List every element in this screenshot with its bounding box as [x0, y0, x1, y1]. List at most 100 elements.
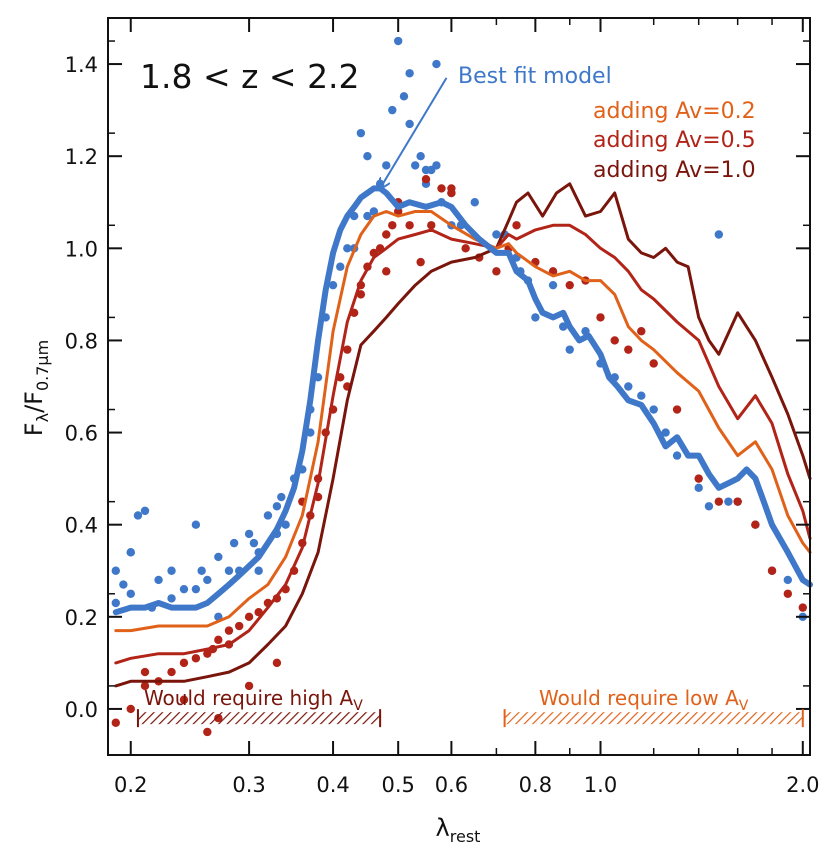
data-point-red: [382, 267, 391, 276]
data-point-red: [140, 681, 150, 691]
data-point-blue: [363, 211, 372, 221]
x-tick-label: 0.5: [381, 773, 414, 797]
x-tick-label: 1.0: [584, 773, 617, 797]
data-point-red: [388, 221, 397, 230]
range-hatch: [504, 712, 803, 725]
data-point-red: [126, 704, 135, 714]
data-point-blue: [336, 262, 345, 271]
range-label: Would require high AV: [144, 686, 363, 714]
data-point-blue: [388, 105, 397, 115]
data-point-blue: [405, 119, 414, 129]
data-point-blue: [111, 566, 120, 575]
y-axis-subscript-1: λ: [33, 413, 52, 422]
legend-av02: adding Av=0.2: [593, 99, 756, 124]
data-point-blue: [565, 345, 574, 354]
data-point-red: [203, 727, 212, 737]
data-point-red: [733, 497, 742, 506]
data-point-red: [767, 566, 777, 575]
data-point-red: [416, 257, 425, 267]
data-point-red: [191, 654, 201, 663]
data-point-red: [492, 267, 501, 276]
data-point-blue: [399, 92, 409, 101]
data-point-blue: [637, 391, 646, 400]
data-point-blue: [672, 451, 682, 460]
data-point-red: [421, 175, 431, 184]
series-line-av10: [114, 182, 812, 688]
data-point-blue: [470, 198, 479, 207]
data-point-red: [393, 207, 403, 216]
data-point-blue: [363, 151, 372, 161]
y-axis-ticks: 0.0 0.2 0.4 0.6 0.8 1.0 1.2 1.4: [65, 40, 810, 722]
data-point-blue: [548, 280, 558, 290]
data-point-blue: [432, 59, 441, 69]
data-point-red: [167, 667, 176, 677]
data-point-red: [672, 405, 682, 414]
y-tick-label: 0.6: [65, 422, 98, 446]
y-tick-label: 1.2: [65, 145, 98, 169]
data-point-blue: [661, 428, 670, 437]
data-point-red: [783, 589, 793, 598]
data-point-red: [382, 230, 391, 239]
data-point-red: [224, 626, 234, 635]
series-line-best_fit: [112, 185, 813, 616]
y-tick-label: 1.4: [65, 53, 98, 77]
y-tick-label: 1.0: [65, 237, 98, 261]
x-axis-ticks: 0.2 0.3 0.4 0.5 0.6 0.8 1.0 2.0: [114, 18, 819, 797]
data-point-blue: [356, 128, 366, 138]
data-point-blue: [328, 280, 338, 290]
data-point-red: [714, 497, 724, 506]
data-point-blue: [154, 575, 163, 585]
data-point-red: [694, 474, 703, 483]
data-point-red: [179, 658, 189, 668]
redshift-label: 1.8 < z < 2.2: [140, 57, 360, 96]
data-point-blue: [229, 538, 239, 548]
data-point-blue: [191, 520, 201, 529]
y-axis-divider: /F: [20, 391, 48, 413]
data-point-blue: [405, 69, 414, 78]
data-point-blue: [421, 165, 431, 175]
data-point-blue: [714, 230, 724, 239]
range-hatch: [137, 712, 381, 725]
x-axis-symbol: λ: [436, 814, 450, 842]
data-point-blue: [167, 594, 176, 603]
data-point-blue: [191, 584, 201, 594]
data-point-red: [356, 290, 366, 299]
y-tick-label: 0.8: [65, 329, 98, 353]
data-point-blue: [263, 511, 273, 520]
data-point-blue: [244, 529, 254, 539]
data-point-red: [610, 336, 619, 345]
data-point-blue: [393, 36, 403, 46]
data-point-red: [798, 603, 807, 612]
data-point-blue: [133, 511, 143, 520]
data-point-red: [649, 359, 658, 368]
x-tick-label: 0.8: [519, 773, 552, 797]
data-point-blue: [126, 548, 135, 557]
data-point-blue: [369, 207, 379, 216]
data-point-red: [461, 244, 470, 253]
y-tick-label: 0.2: [65, 606, 98, 630]
data-point-red: [244, 612, 254, 622]
data-point-blue: [203, 575, 212, 585]
data-point-blue: [694, 483, 703, 493]
data-point-blue: [277, 492, 286, 502]
data-point-blue: [281, 520, 290, 529]
data-point-blue: [343, 244, 352, 253]
data-point-blue: [272, 502, 282, 511]
data-point-red: [624, 345, 633, 354]
x-tick-label: 2.0: [786, 773, 819, 797]
data-point-blue: [140, 506, 150, 516]
data-point-blue: [492, 230, 501, 239]
y-axis-symbol: F: [20, 422, 48, 436]
data-point-blue: [197, 566, 206, 575]
data-point-red: [214, 635, 223, 645]
legend-av10: adding Av=1.0: [593, 158, 756, 183]
data-point-blue: [214, 552, 223, 562]
data-point-red: [234, 621, 244, 631]
series-line-av05: [114, 223, 812, 665]
data-point-red: [179, 695, 189, 704]
data-point-blue: [126, 589, 135, 598]
data-point-red: [111, 718, 120, 727]
range-label-subscript: V: [353, 698, 363, 714]
data-point-red: [427, 221, 436, 230]
data-point-blue: [119, 580, 128, 589]
